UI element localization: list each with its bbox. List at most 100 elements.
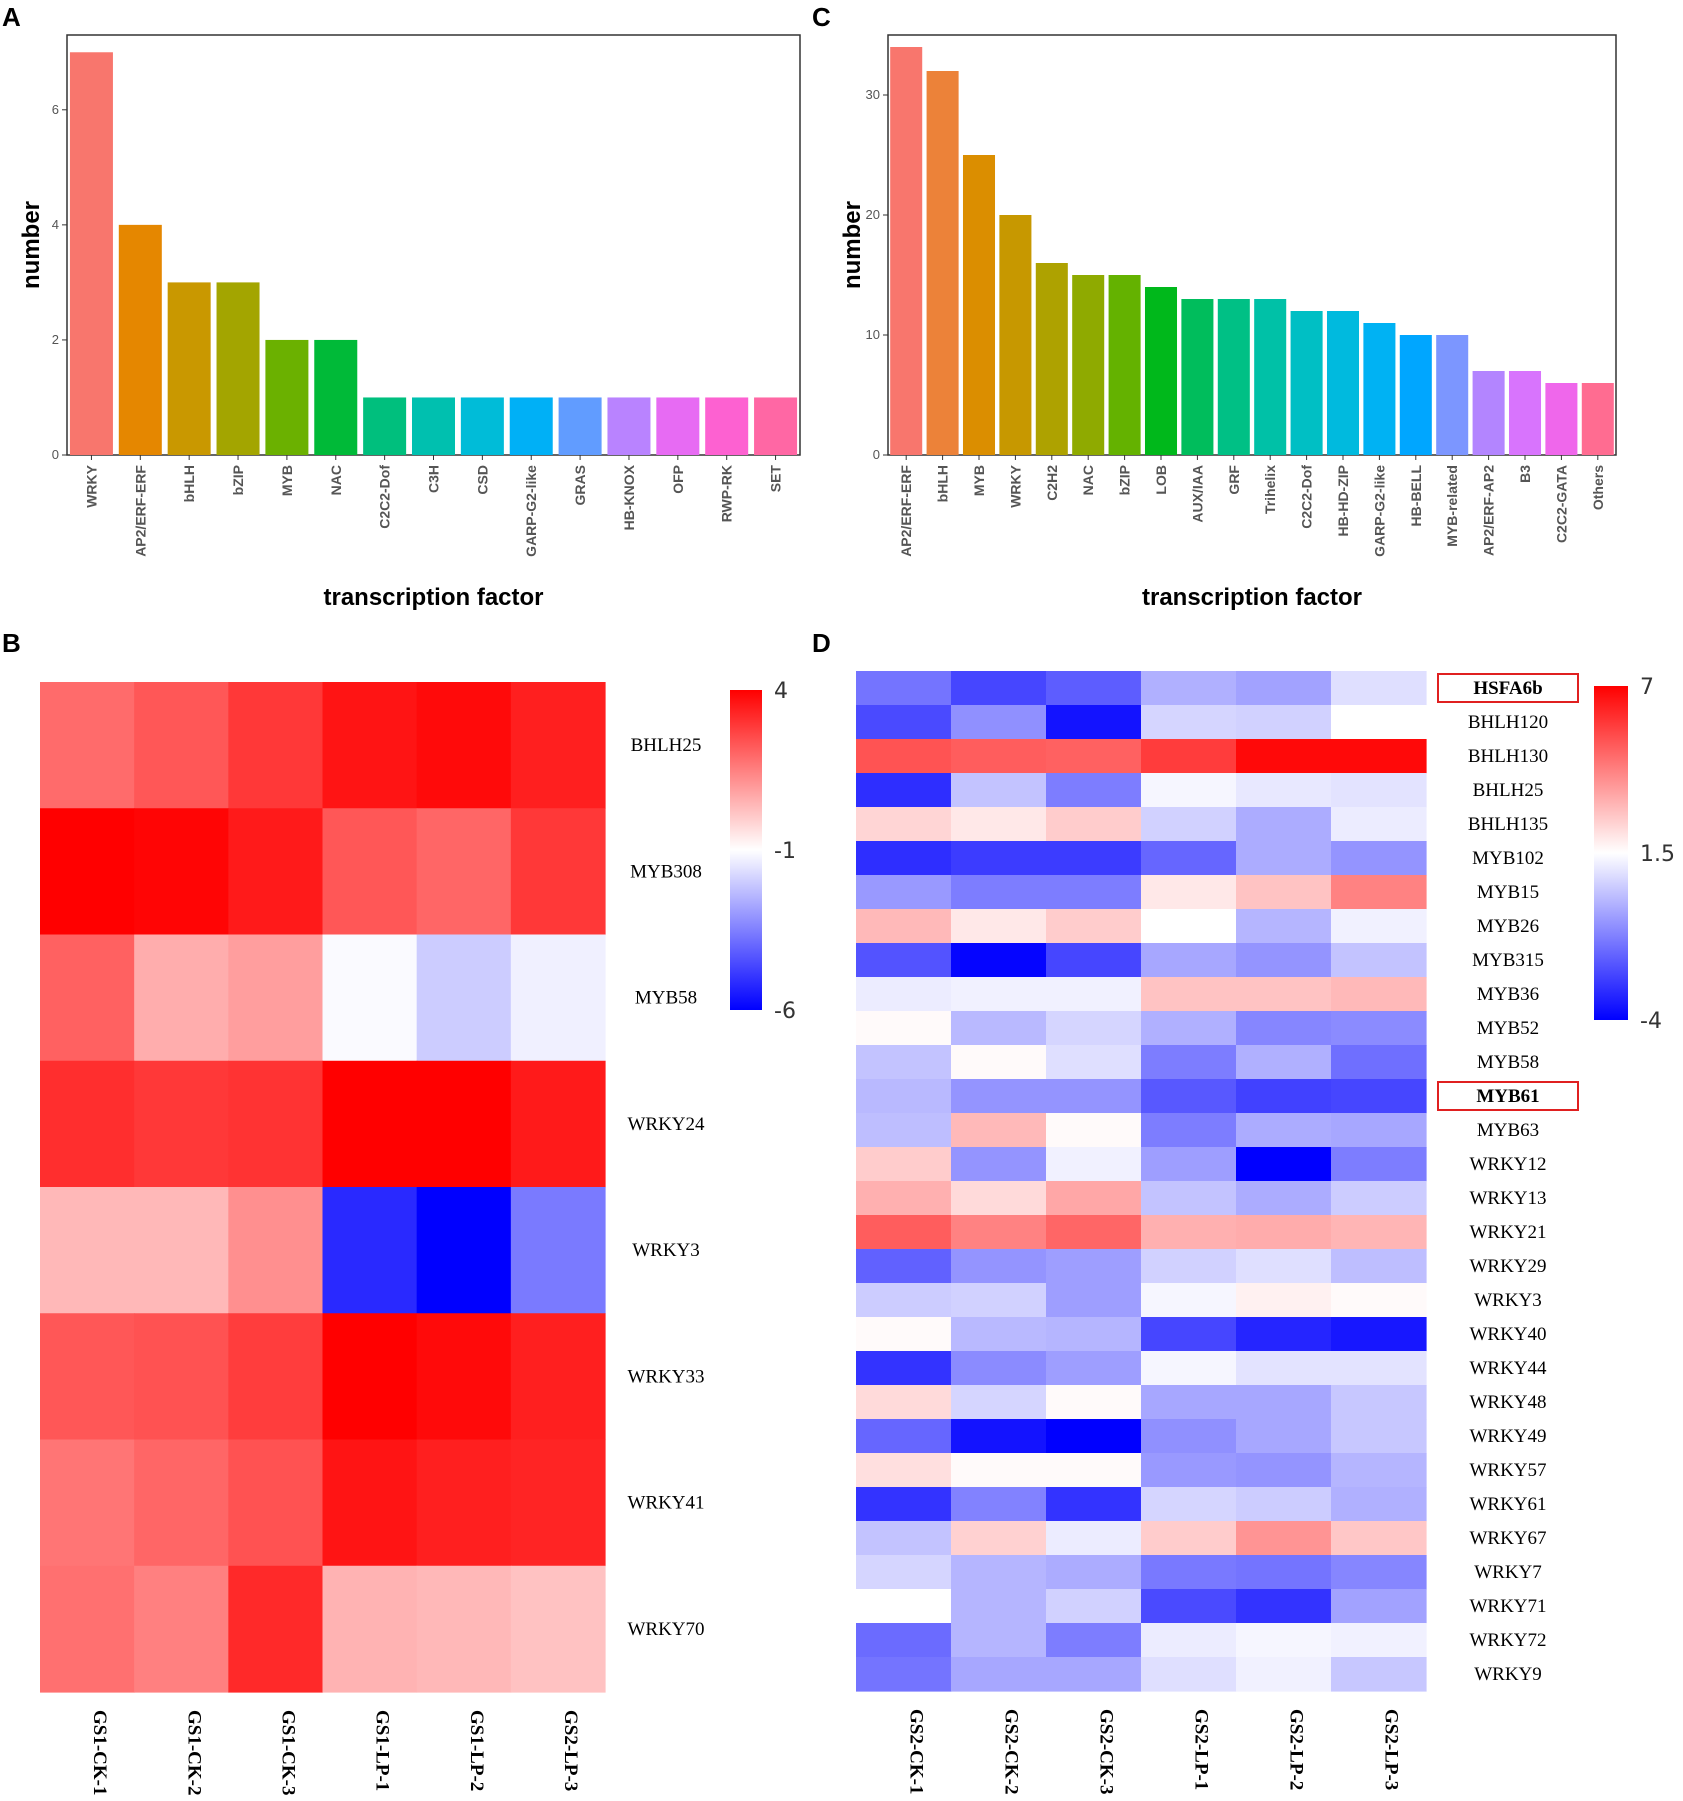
chart3-cell-wrky12-4 — [1141, 1147, 1237, 1182]
chart3-cell-wrky48-5 — [1236, 1385, 1332, 1420]
chart2-cell-wrky3-4 — [322, 1187, 418, 1314]
chart2-cell-myb308-5 — [416, 808, 512, 936]
chart3-cell-wrky67-4 — [1141, 1521, 1237, 1556]
chart3-cell-hsfa6b-3 — [1046, 671, 1142, 706]
chart3-cell-wrky13-4 — [1141, 1181, 1237, 1216]
chart2-col-label-gs1-ck-2: GS1-CK-2 — [183, 1710, 204, 1796]
chart1-bar-hb-hd-zip — [1326, 311, 1360, 455]
chart3-cell-myb15-6 — [1331, 875, 1427, 910]
chart2-col-label-gs1-lp-1: GS1-LP-1 — [372, 1710, 393, 1791]
chart1-bar-trihelix — [1254, 299, 1287, 455]
chart3-cell-myb63-6 — [1331, 1113, 1427, 1148]
chart3-cell-myb26-3 — [1046, 909, 1142, 944]
chart3-cell-wrky72-4 — [1141, 1623, 1237, 1658]
chart3-row-label-myb15: MYB15 — [1477, 882, 1539, 903]
chart3-cell-myb102-4 — [1141, 841, 1237, 876]
chart3-cell-wrky49-1 — [856, 1419, 952, 1454]
chart2-cell-wrky41-3 — [228, 1439, 324, 1567]
chart3-cell-myb63-2 — [951, 1113, 1047, 1148]
chart3-cell-wrky57-5 — [1236, 1453, 1332, 1488]
chart3-cell-wrky61-1 — [856, 1487, 952, 1522]
chart3-cell-myb63-1 — [856, 1113, 952, 1148]
chart3-cell-wrky7-2 — [951, 1555, 1047, 1590]
chart3-cell-wrky21-6 — [1331, 1215, 1427, 1250]
chart1-bar-lob — [1144, 287, 1178, 455]
chart3-row-label-myb36: MYB36 — [1477, 984, 1539, 1005]
chart0-bar-rwp-rk — [705, 397, 749, 455]
chart0-xtick-label: bHLH — [181, 465, 197, 502]
chart3-cell-myb52-4 — [1141, 1011, 1237, 1046]
chart2-row-label-myb58: MYB58 — [635, 988, 697, 1009]
chart3-col-label-gs2-lp-2: GS2-LP-2 — [1286, 1709, 1307, 1790]
chart3-legend-label: -4 — [1640, 1009, 1662, 1034]
chart3-cell-wrky61-2 — [951, 1487, 1047, 1522]
chart3-cell-wrky44-1 — [856, 1351, 952, 1386]
chart3-cell-myb15-5 — [1236, 875, 1332, 910]
chart3-cell-wrky49-5 — [1236, 1419, 1332, 1454]
chart0-bar-hb-knox — [607, 397, 651, 455]
chart0-bar-garp-g2-like — [509, 397, 553, 455]
chart3-cell-wrky3-5 — [1236, 1283, 1332, 1318]
chart3-row-label-myb102: MYB102 — [1472, 848, 1544, 869]
chart3-cell-myb26-5 — [1236, 909, 1332, 944]
chart3-row-label-myb58: MYB58 — [1477, 1052, 1539, 1073]
chart3-cell-myb315-4 — [1141, 943, 1237, 978]
chart3-cell-wrky61-3 — [1046, 1487, 1142, 1522]
chart2-cell-myb58-4 — [322, 934, 418, 1062]
chart3-cell-hsfa6b-2 — [951, 671, 1047, 706]
chart3-cell-wrky44-2 — [951, 1351, 1047, 1386]
chart3-cell-wrky29-4 — [1141, 1249, 1237, 1284]
chart3-cell-myb15-2 — [951, 875, 1047, 910]
chart3-cell-wrky57-6 — [1331, 1453, 1427, 1488]
chart3-cell-bhlh120-2 — [951, 705, 1047, 740]
chart3-cell-wrky71-5 — [1236, 1589, 1332, 1624]
chart2-cell-wrky24-6 — [510, 1060, 606, 1188]
chart1-xtick-label: AP2/ERF-AP2 — [1481, 465, 1497, 556]
chart1-y-axis-title: number — [839, 201, 866, 289]
chart3-cell-wrky57-2 — [951, 1453, 1047, 1488]
chart3-cell-wrky13-2 — [951, 1181, 1047, 1216]
chart0-bar-wrky — [69, 52, 113, 455]
chart3-cell-myb58-2 — [951, 1045, 1047, 1080]
chart1-xtick-label: MYB — [971, 465, 987, 496]
chart3-cell-wrky29-1 — [856, 1249, 952, 1284]
chart3-cell-wrky7-3 — [1046, 1555, 1142, 1590]
chart2-cell-wrky33-1 — [40, 1313, 135, 1441]
chart3-cell-wrky7-5 — [1236, 1555, 1332, 1590]
chart3-row-label-wrky49: WRKY49 — [1469, 1426, 1546, 1447]
chart2-cell-wrky33-5 — [416, 1313, 512, 1441]
chart3-cell-wrky71-4 — [1141, 1589, 1237, 1624]
chart0-bar-bzip — [216, 282, 260, 455]
chart1-bar-myb-related — [1436, 335, 1469, 455]
chart3-cell-wrky21-5 — [1236, 1215, 1332, 1250]
chart1-xtick-label: GRF — [1226, 465, 1242, 495]
chart2-cell-myb58-6 — [510, 934, 606, 1062]
chart3-cell-wrky67-1 — [856, 1521, 952, 1556]
chart3-cell-wrky61-5 — [1236, 1487, 1332, 1522]
chart3-row-label-wrky72: WRKY72 — [1469, 1630, 1546, 1651]
chart3-cell-bhlh130-1 — [856, 739, 952, 774]
chart3-cell-myb26-6 — [1331, 909, 1427, 944]
chart2-row-label-wrky24: WRKY24 — [627, 1114, 705, 1135]
chart3-cell-myb61-6 — [1331, 1079, 1427, 1114]
chart3-cell-wrky12-5 — [1236, 1147, 1332, 1182]
chart3-cell-wrky29-2 — [951, 1249, 1047, 1284]
chart2-cell-myb58-5 — [416, 934, 512, 1062]
chart3-row-label-wrky61: WRKY61 — [1469, 1494, 1546, 1515]
chart2-cell-myb308-4 — [322, 808, 418, 936]
chart3-cell-myb26-2 — [951, 909, 1047, 944]
chart3-cell-wrky13-5 — [1236, 1181, 1332, 1216]
chart3-row-label-wrky29: WRKY29 — [1469, 1256, 1546, 1277]
chart3-cell-wrky40-5 — [1236, 1317, 1332, 1352]
chart3-cell-myb102-3 — [1046, 841, 1142, 876]
chart2-row-label-myb308: MYB308 — [630, 861, 702, 882]
chart3-cell-bhlh25-5 — [1236, 773, 1332, 808]
chart3-cell-wrky12-2 — [951, 1147, 1047, 1182]
chart3-cell-wrky71-6 — [1331, 1589, 1427, 1624]
chart3-cell-wrky13-1 — [856, 1181, 952, 1216]
chart1-xtick-label: bHLH — [935, 465, 951, 502]
chart3-row-label-wrky12: WRKY12 — [1469, 1154, 1546, 1175]
chart3-legend-label: 7 — [1640, 675, 1654, 700]
chart3-cell-bhlh135-1 — [856, 807, 952, 842]
chart3-cell-hsfa6b-5 — [1236, 671, 1332, 706]
